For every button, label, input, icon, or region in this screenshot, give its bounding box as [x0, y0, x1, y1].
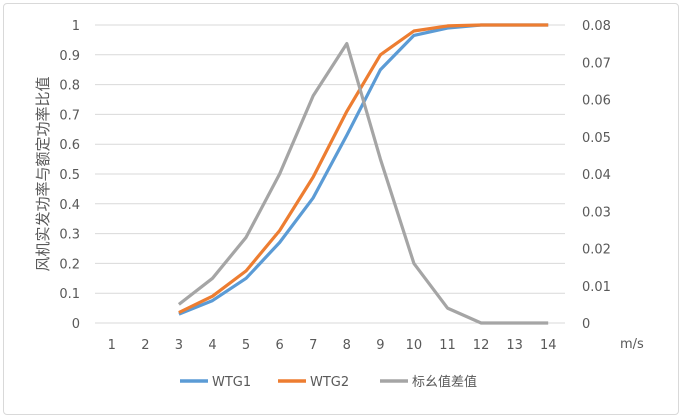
- chart-frame: [3, 3, 679, 415]
- x-tick-label: 5: [242, 338, 250, 353]
- series-line-2: [178, 23, 549, 315]
- y2-tick-label: 0.07: [582, 56, 611, 71]
- y2-tick-label: 0.04: [582, 168, 611, 183]
- series-line-1: [178, 23, 549, 316]
- y-tick-label: 0.3: [59, 228, 80, 243]
- x-tick-label: 1: [108, 338, 116, 353]
- y-tick-label: 1: [72, 19, 80, 34]
- y-tick-label: 0: [72, 317, 80, 332]
- y2-tick-label: 0.05: [582, 131, 611, 146]
- x-tick-label: 4: [208, 338, 216, 353]
- x-tick-label: 8: [343, 338, 351, 353]
- y-axis-title: 风机实发功率与额定功率比值: [34, 76, 52, 271]
- x-tick-label: 12: [473, 338, 490, 353]
- x-tick-label: 9: [376, 338, 384, 353]
- x-axis-title: m/s: [620, 337, 644, 352]
- x-tick-label: 10: [406, 338, 423, 353]
- y-tick-label: 0.9: [59, 49, 80, 64]
- y2-tick-label: 0.06: [582, 94, 611, 109]
- x-tick-label: 7: [309, 338, 317, 353]
- y-tick-label: 0.4: [59, 198, 80, 213]
- y2-tick-label: 0.03: [582, 205, 611, 220]
- y-tick-label: 0.5: [59, 168, 80, 183]
- x-tick-label: 3: [175, 338, 183, 353]
- x-tick-label: 2: [141, 338, 149, 353]
- y-tick-label: 0.7: [59, 108, 80, 123]
- y-tick-label: 0.1: [59, 287, 80, 302]
- series-line-3: [177, 41, 549, 325]
- y-tick-label: 0.2: [59, 257, 80, 272]
- legend-label: WTG2: [310, 375, 349, 390]
- y-tick-label: 0.8: [59, 79, 80, 94]
- y-tick-label: 0.6: [59, 138, 80, 153]
- y2-tick-label: 0.01: [582, 280, 611, 295]
- legend-label: 标幺值差值: [412, 374, 477, 390]
- x-tick-label: 13: [506, 338, 523, 353]
- x-tick-label: 14: [540, 338, 557, 353]
- x-tick-label: 11: [439, 338, 456, 353]
- legend-label: WTG1: [212, 375, 251, 390]
- y2-tick-label: 0.08: [582, 19, 611, 34]
- y2-tick-label: 0: [582, 317, 590, 332]
- x-tick-label: 6: [276, 338, 284, 353]
- y2-tick-label: 0.02: [582, 243, 611, 258]
